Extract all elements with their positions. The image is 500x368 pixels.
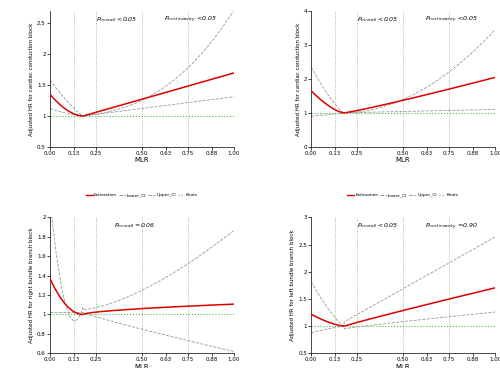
Text: $P_{nonlinearity}$ <0.05: $P_{nonlinearity}$ <0.05 bbox=[425, 15, 478, 25]
Legend: Estimation, Lower_CI, Upper_CI, Knots: Estimation, Lower_CI, Upper_CI, Knots bbox=[84, 191, 200, 199]
Y-axis label: Adjusted HR for cardiac conduction block: Adjusted HR for cardiac conduction block bbox=[296, 22, 300, 136]
Y-axis label: Adjusted HR for cardiac conduction block: Adjusted HR for cardiac conduction block bbox=[30, 22, 35, 136]
Legend: Estimation, Lower_CI, Upper_CI, Knots: Estimation, Lower_CI, Upper_CI, Knots bbox=[346, 191, 461, 199]
Text: $P_{overall}$ <0.05: $P_{overall}$ <0.05 bbox=[357, 222, 399, 230]
Text: $P_{overall}$ <0.05: $P_{overall}$ <0.05 bbox=[357, 15, 399, 24]
X-axis label: MLR: MLR bbox=[134, 364, 150, 368]
Text: $P_{nonlinearity}$ <0.05: $P_{nonlinearity}$ <0.05 bbox=[164, 15, 217, 25]
Text: $P_{nonlinearity}$ =0.90: $P_{nonlinearity}$ =0.90 bbox=[425, 222, 478, 232]
Text: $P_{overall}$ <0.05: $P_{overall}$ <0.05 bbox=[96, 15, 138, 24]
X-axis label: MLR: MLR bbox=[396, 364, 410, 368]
Y-axis label: Adjusted HR for left bundle branch block: Adjusted HR for left bundle branch block bbox=[290, 230, 296, 341]
X-axis label: MLR: MLR bbox=[396, 158, 410, 163]
Y-axis label: Adjusted HR for right bundle branch block: Adjusted HR for right bundle branch bloc… bbox=[30, 227, 35, 343]
Text: $P_{overall}$ =0.06: $P_{overall}$ =0.06 bbox=[114, 222, 156, 230]
X-axis label: MLR: MLR bbox=[134, 158, 150, 163]
